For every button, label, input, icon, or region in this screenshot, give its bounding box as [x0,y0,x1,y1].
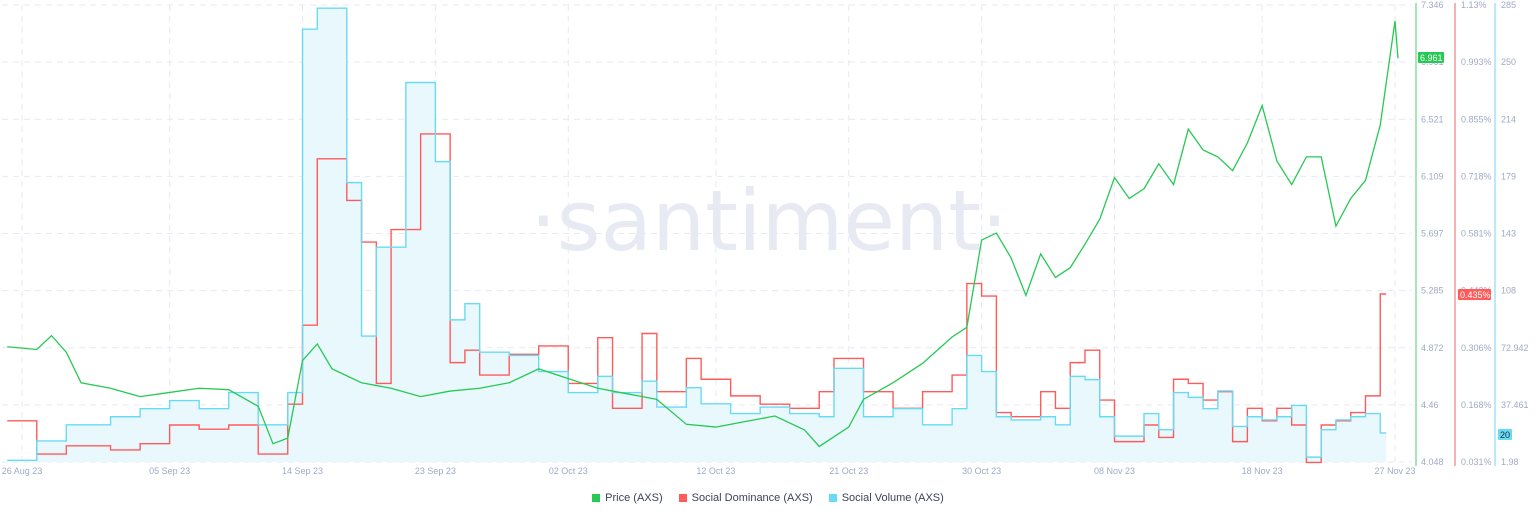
legend-item-social-volume[interactable]: Social Volume (AXS) [828,492,944,504]
svg-text:4.872: 4.872 [1421,343,1444,353]
svg-text:1.98: 1.98 [1501,457,1519,467]
svg-text:6.109: 6.109 [1421,171,1444,181]
price-current-value: 6.961 [1420,53,1443,63]
social-dominance-swatch-icon [678,494,687,502]
svg-text:18 Nov 23: 18 Nov 23 [1242,466,1283,476]
svg-text:4.048: 4.048 [1421,457,1444,467]
legend-item-price[interactable]: Price (AXS) [592,492,663,504]
social-volume-line[interactable] [7,7,1387,462]
x-axis-ticks: 26 Aug 23 05 Sep 23 14 Sep 23 23 Sep 23 02 O… [2,466,1416,476]
price-current-badge: 6.961 [1418,52,1444,63]
svg-text:0.855%: 0.855% [1461,114,1492,124]
svg-text:0.993%: 0.993% [1461,57,1492,67]
volume-current-value: 20 [1500,430,1510,440]
svg-text:23 Sep 23: 23 Sep 23 [415,466,456,476]
svg-text:0.718%: 0.718% [1461,171,1492,181]
volume-axis-ticks: 285 250 214 179 143 108 72.942 37.461 1.98 [1501,0,1529,467]
svg-text:5.697: 5.697 [1421,229,1444,239]
legend-label: Price (AXS) [605,492,663,504]
svg-text:05 Sep 23: 05 Sep 23 [149,466,190,476]
svg-text:14 Sep 23: 14 Sep 23 [282,466,323,476]
svg-text:08 Nov 23: 08 Nov 23 [1094,466,1135,476]
dominance-current-value: 0.435% [1460,290,1491,300]
svg-text:21 Oct 23: 21 Oct 23 [829,466,868,476]
svg-text:37.461: 37.461 [1501,400,1529,410]
svg-text:02 Oct 23: 02 Oct 23 [549,466,588,476]
svg-text:0.168%: 0.168% [1461,400,1492,410]
svg-text:250: 250 [1501,57,1516,67]
svg-text:0.581%: 0.581% [1461,229,1492,239]
svg-text:72.942: 72.942 [1501,343,1529,353]
santiment-watermark: ·santiment· [530,172,1008,270]
svg-text:0.306%: 0.306% [1461,343,1492,353]
svg-text:108: 108 [1501,286,1516,296]
svg-text:179: 179 [1501,171,1516,181]
svg-text:5.285: 5.285 [1421,286,1444,296]
svg-text:27 Nov 23: 27 Nov 23 [1374,466,1415,476]
svg-text:30 Oct 23: 30 Oct 23 [962,466,1001,476]
svg-text:12 Oct 23: 12 Oct 23 [696,466,735,476]
chart-legend: Price (AXS) Social Dominance (AXS) Socia… [0,492,1536,504]
legend-label: Social Dominance (AXS) [691,492,813,504]
legend-item-social-dominance[interactable]: Social Dominance (AXS) [678,492,813,504]
price-swatch-icon [592,494,601,502]
svg-text:285: 285 [1501,0,1516,10]
social-volume-area [7,8,1387,462]
svg-text:26 Aug 23: 26 Aug 23 [2,466,43,476]
svg-text:214: 214 [1501,114,1516,124]
svg-text:7.346: 7.346 [1421,0,1444,10]
price-axis-ticks: 7.346 6.961 6.521 6.109 5.697 5.285 4.872 4.46 4… [1421,0,1444,467]
svg-text:1.13%: 1.13% [1461,0,1487,10]
svg-text:4.46: 4.46 [1421,400,1439,410]
legend-label: Social Volume (AXS) [841,492,944,504]
social-volume-swatch-icon [828,494,837,502]
svg-text:0.031%: 0.031% [1461,457,1492,467]
dominance-current-badge: 0.435% [1458,289,1491,300]
svg-text:6.521: 6.521 [1421,114,1444,124]
volume-current-badge: 20 [1498,429,1512,440]
price-line[interactable] [7,20,1399,448]
dominance-axis-ticks: 1.13%0.993%0.855%0.718%0.581%0.443%0.306… [1461,0,1492,467]
svg-text:143: 143 [1501,229,1516,239]
